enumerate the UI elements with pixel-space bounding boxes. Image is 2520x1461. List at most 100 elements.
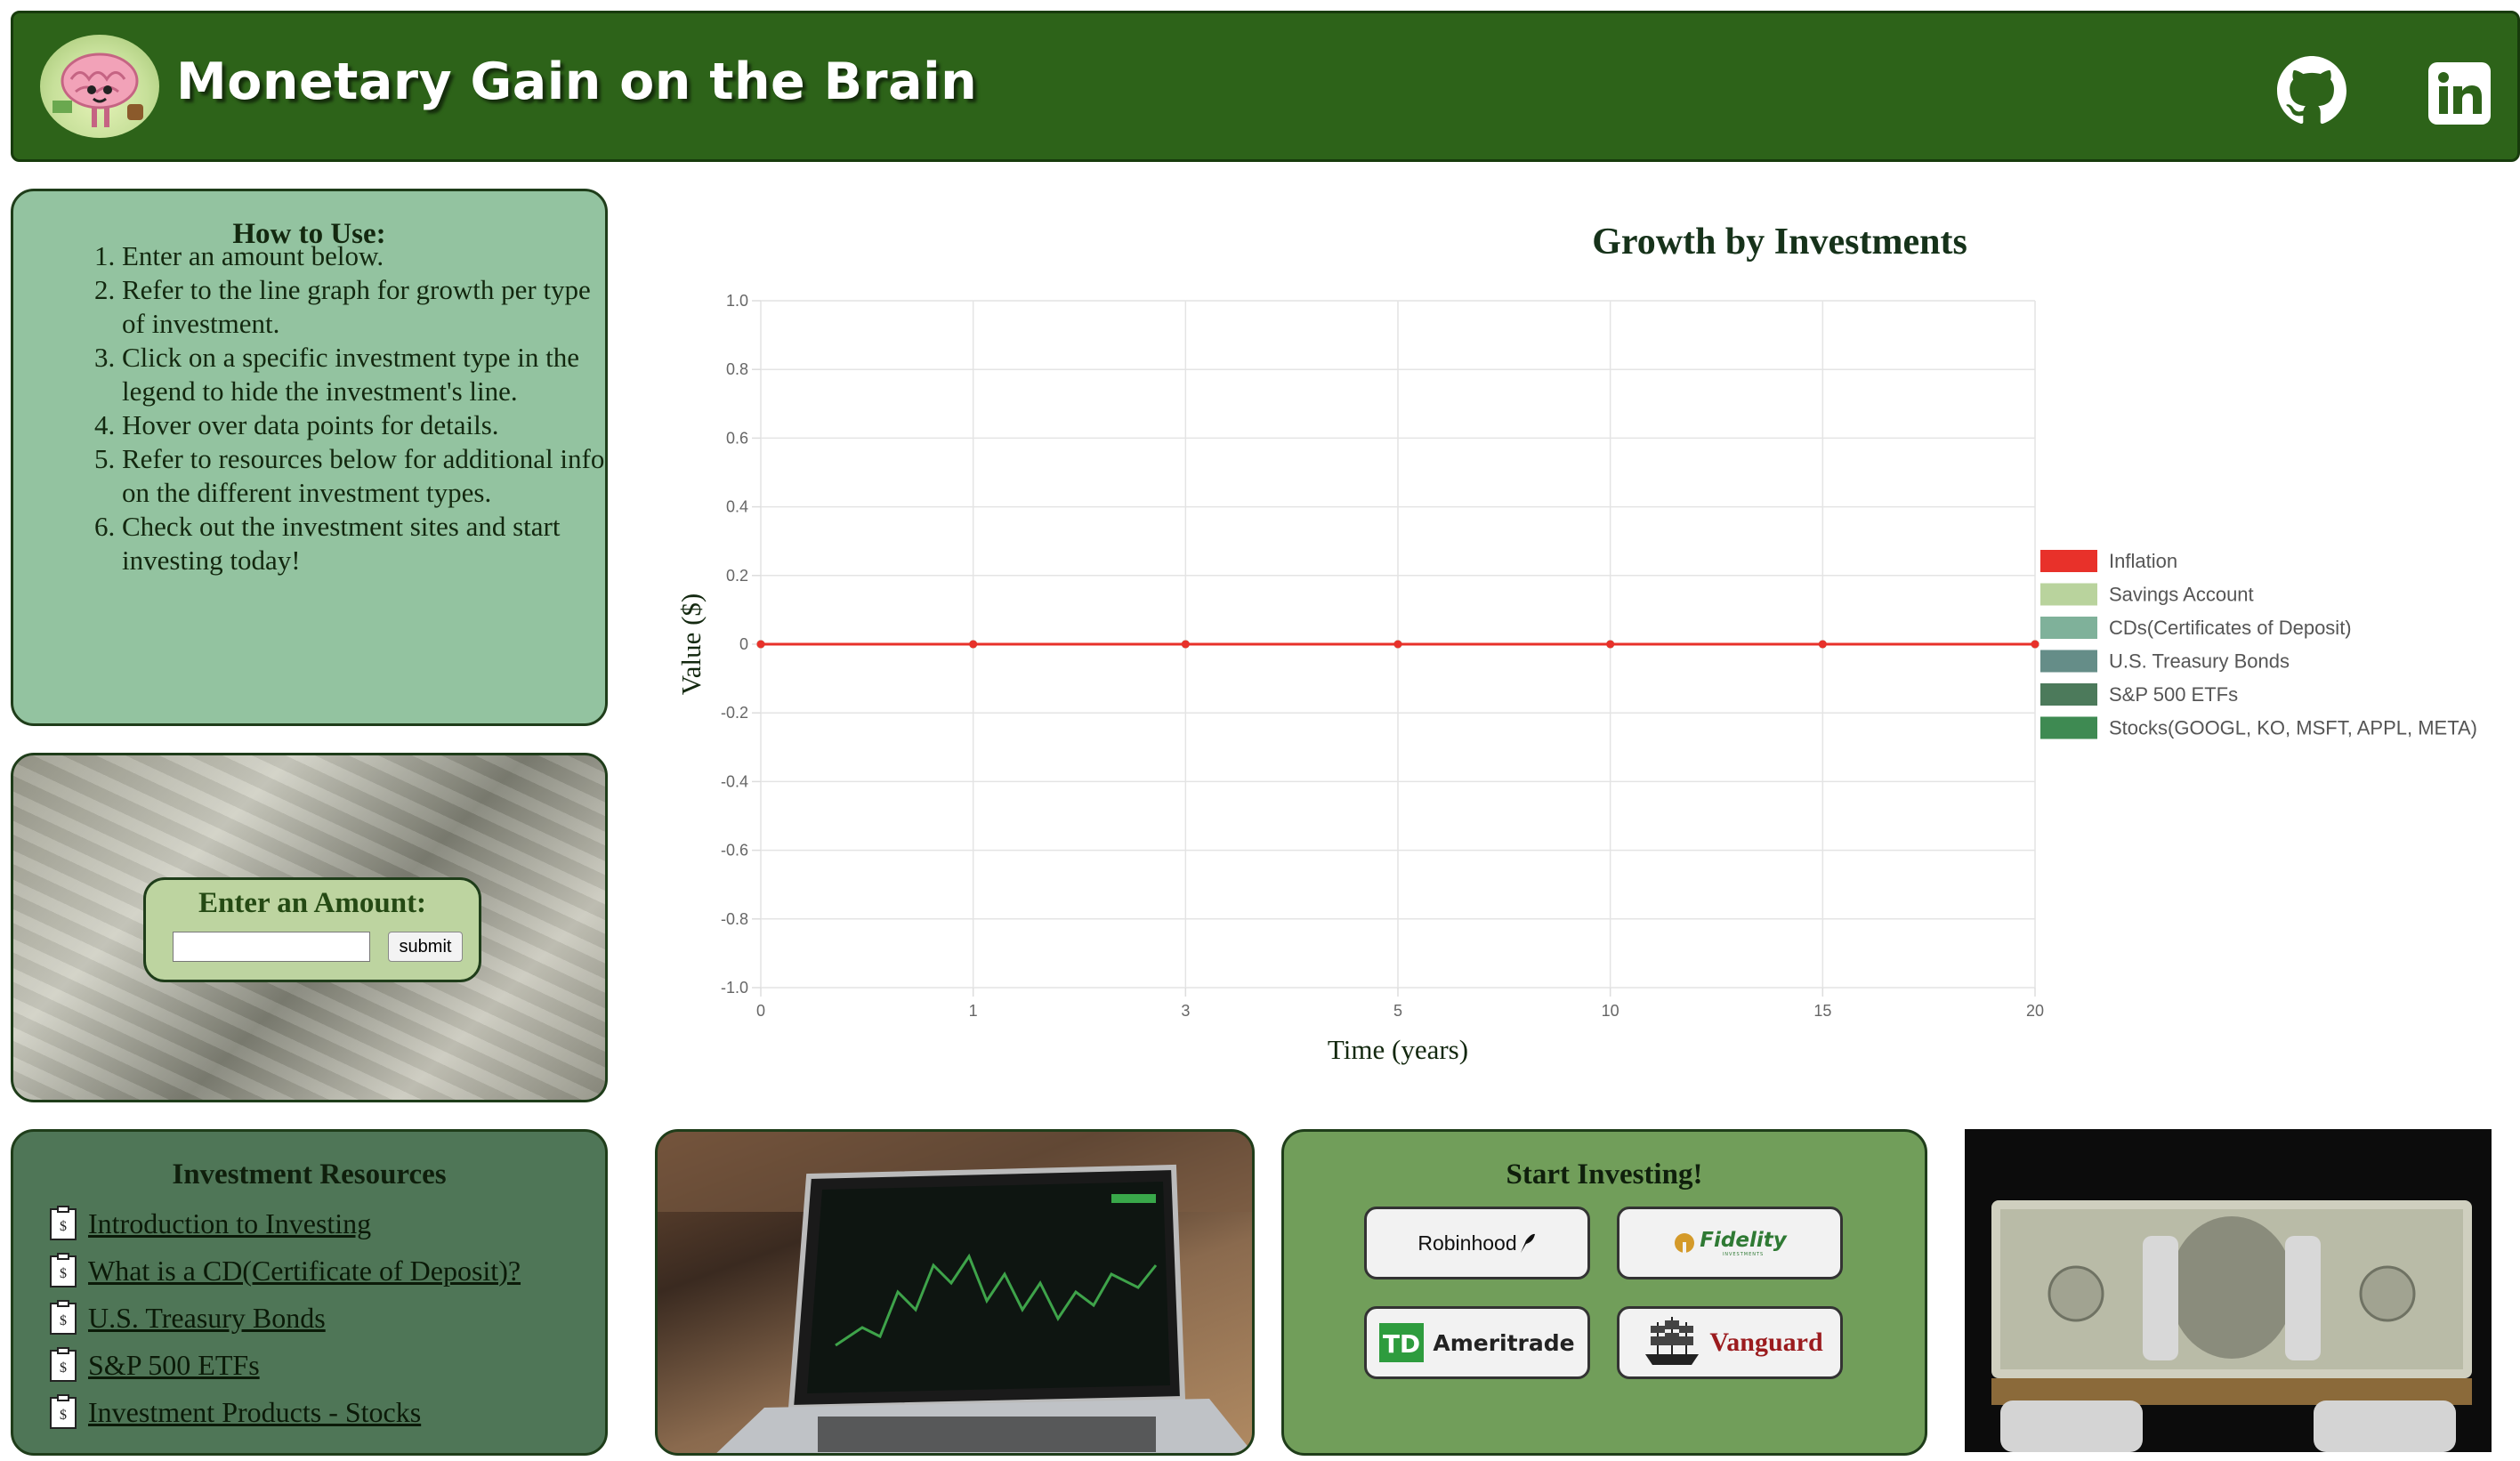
legend-item[interactable]: CDs(Certificates of Deposit) <box>2040 617 2352 639</box>
resources-title: Investment Resources <box>172 1158 447 1191</box>
ship-logo-icon <box>1645 1317 1700 1365</box>
github-icon[interactable] <box>2277 56 2346 125</box>
x-tick-label: 15 <box>1813 1002 1831 1020</box>
x-tick-label: 10 <box>1602 1002 1619 1020</box>
how-to-step: Refer to the line graph for growth per t… <box>122 273 605 341</box>
site-title: Monetary Gain on the Brain <box>176 52 978 111</box>
x-tick-label: 5 <box>1393 1002 1402 1020</box>
data-point[interactable] <box>756 640 765 649</box>
robinhood-button[interactable]: Robinhood <box>1364 1207 1590 1279</box>
legend-swatch <box>2040 550 2097 572</box>
how-to-step: Enter an amount below. <box>122 239 605 273</box>
y-tick-label: -0.8 <box>721 910 748 928</box>
vanguard-button[interactable]: Vanguard <box>1617 1306 1843 1379</box>
document-icon: $ <box>50 1253 77 1287</box>
document-icon: $ <box>50 1206 77 1240</box>
chart-title: Growth by Investments <box>1592 222 1967 262</box>
laptop-stock-chart-image <box>655 1129 1255 1456</box>
svg-text:$: $ <box>60 1360 67 1376</box>
header-bar: Monetary Gain on the Brain <box>11 11 2520 162</box>
ameritrade-button[interactable]: TD Ameritrade <box>1364 1306 1590 1379</box>
start-investing-panel: Start Investing! Robinhood Fidelity INVE… <box>1281 1129 1927 1456</box>
growth-line-chart[interactable]: 1.0 0.8 0.6 0.4 0.2 0 -0.2 -0.4 -0.6 -0.8 -1.0 0 1 3… <box>658 285 2520 1094</box>
legend-swatch <box>2040 683 2097 706</box>
y-axis-ticks: 1.0 0.8 0.6 0.4 0.2 0 -0.2 -0.4 -0.6 -0.8 -1.0 <box>721 292 761 997</box>
legend-item[interactable]: Inflation <box>2040 550 2177 572</box>
y-tick-label: 1.0 <box>726 292 748 310</box>
robinhood-label: Robinhood <box>1418 1231 1517 1255</box>
x-axis-ticks: 0 1 3 5 10 15 20 <box>756 988 2044 1020</box>
x-tick-label: 3 <box>1181 1002 1190 1020</box>
legend-label: CDs(Certificates of Deposit) <box>2109 617 2352 639</box>
document-icon: $ <box>50 1300 77 1335</box>
ameritrade-label: Ameritrade <box>1433 1329 1575 1356</box>
how-to-use-panel: How to Use: Enter an amount below. Refer… <box>11 189 608 726</box>
resource-item: $ What is a CD(Certificate of Deposit)? <box>49 1250 521 1291</box>
data-point[interactable] <box>1181 640 1190 649</box>
resource-link-intro[interactable]: Introduction to Investing <box>88 1207 372 1239</box>
legend-swatch <box>2040 716 2097 739</box>
feather-icon <box>1520 1233 1535 1253</box>
money-background-image: Enter an Amount: submit <box>11 753 608 1102</box>
investment-resources-panel: Investment Resources $ Introduction to I… <box>11 1129 608 1456</box>
y-tick-label: 0.8 <box>726 360 748 378</box>
resource-item: $ Investment Products - Stocks <box>49 1392 421 1433</box>
legend-item[interactable]: Stocks(GOOGL, KO, MSFT, APPL, META) <box>2040 716 2477 739</box>
how-to-step: Check out the investment sites and start… <box>122 510 605 577</box>
y-tick-label: -0.4 <box>721 772 748 790</box>
chart-legend: Inflation Savings Account CDs(Certificates… <box>2040 550 2477 739</box>
resource-item: $ U.S. Treasury Bonds <box>49 1297 326 1338</box>
resource-link-stocks[interactable]: Investment Products - Stocks <box>88 1395 422 1428</box>
legend-label: U.S. Treasury Bonds <box>2109 650 2290 673</box>
svg-text:$: $ <box>60 1219 67 1234</box>
legend-item[interactable]: S&P 500 ETFs <box>2040 683 2238 706</box>
resource-link-cd[interactable]: What is a CD(Certificate of Deposit)? <box>88 1254 521 1287</box>
svg-text:$: $ <box>60 1408 67 1423</box>
td-logo-icon: TD <box>1379 1323 1425 1362</box>
legend-label: S&P 500 ETFs <box>2109 683 2238 706</box>
data-point[interactable] <box>969 640 978 649</box>
document-icon: $ <box>50 1394 77 1429</box>
svg-text:$: $ <box>60 1313 67 1328</box>
chart-series <box>756 640 2039 649</box>
legend-swatch <box>2040 650 2097 673</box>
data-point[interactable] <box>1393 640 1402 649</box>
x-tick-label: 1 <box>969 1002 978 1020</box>
how-to-step: Hover over data points for details. <box>122 408 605 442</box>
legend-item[interactable]: Savings Account <box>2040 583 2254 606</box>
cash-counter-image <box>1965 1129 2492 1452</box>
legend-swatch <box>2040 583 2097 606</box>
data-point[interactable] <box>2031 640 2039 649</box>
fidelity-sublabel: INVESTMENTS <box>1722 1252 1765 1257</box>
legend-label: Stocks(GOOGL, KO, MSFT, APPL, META) <box>2109 717 2477 739</box>
how-to-step: Refer to resources below for additional … <box>122 442 605 510</box>
amount-label: Enter an Amount: <box>198 887 427 919</box>
y-tick-label: -1.0 <box>721 979 748 997</box>
how-to-title: How to Use: <box>232 218 386 250</box>
fidelity-button[interactable]: Fidelity INVESTMENTS <box>1617 1207 1843 1279</box>
legend-item[interactable]: U.S. Treasury Bonds <box>2040 650 2290 673</box>
linkedin-icon[interactable] <box>2428 62 2491 125</box>
x-tick-label: 20 <box>2026 1002 2044 1020</box>
amount-input[interactable] <box>173 932 370 962</box>
svg-text:TD: TD <box>1383 1329 1420 1359</box>
submit-button[interactable]: submit <box>388 932 463 962</box>
y-tick-label: 0.4 <box>726 498 748 516</box>
y-tick-label: 0 <box>739 635 748 653</box>
x-tick-label: 0 <box>756 1002 765 1020</box>
y-tick-label: 0.6 <box>726 429 748 447</box>
fidelity-label: Fidelity <box>1700 1229 1787 1252</box>
how-to-steps: Enter an amount below. Refer to the line… <box>60 239 605 577</box>
brain-logo <box>40 35 159 138</box>
resource-link-sp500[interactable]: S&P 500 ETFs <box>88 1348 260 1381</box>
x-axis-title: Time (years) <box>1328 1034 1468 1065</box>
fidelity-logo-icon <box>1675 1233 1695 1253</box>
how-to-step: Click on a specific investment type in t… <box>122 341 605 408</box>
legend-label: Inflation <box>2109 550 2177 572</box>
data-point[interactable] <box>1606 640 1615 649</box>
resource-link-treasury[interactable]: U.S. Treasury Bonds <box>88 1301 326 1334</box>
svg-text:$: $ <box>60 1266 67 1281</box>
resource-item: $ S&P 500 ETFs <box>49 1344 260 1385</box>
data-point[interactable] <box>1818 640 1827 649</box>
vanguard-label: Vanguard <box>1709 1328 1823 1357</box>
